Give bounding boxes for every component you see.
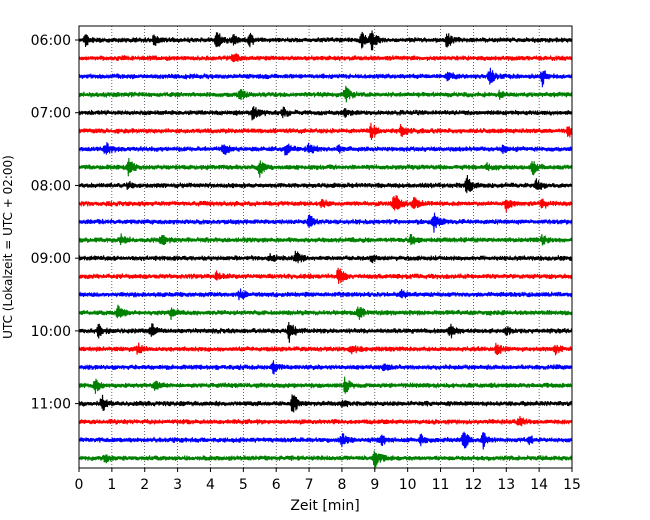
trace-1130: [78, 431, 573, 450]
y-axis-ticks: 06:00 07:00 08:00 09:00 10:00 11:00: [31, 33, 79, 413]
x-axis-ticks: 0 1 2 3 4 5 6 7 8 9 10 11 12 13 14 15: [75, 468, 581, 493]
y-tick-label: 06:00: [31, 33, 71, 49]
trace-0945: [78, 304, 573, 320]
plot-frame: [78, 25, 573, 469]
trace-1000: [78, 321, 573, 343]
x-tick-label: 13: [497, 477, 515, 493]
trace-0645: [78, 85, 573, 103]
trace-0615: [78, 53, 573, 63]
trace-0730: [78, 142, 573, 156]
trace-0715: [78, 122, 573, 141]
trace-0900: [78, 250, 573, 264]
x-tick-label: 6: [272, 477, 281, 493]
trace-0800: [78, 175, 573, 194]
x-tick-label: 8: [337, 477, 346, 493]
trace-0915: [78, 267, 573, 285]
trace-series: [78, 30, 573, 470]
trace-1100: [78, 394, 573, 413]
x-tick-label: 1: [107, 477, 116, 493]
x-tick-label: 7: [305, 477, 314, 493]
trace-0845: [78, 233, 573, 246]
x-tick-label: 15: [563, 477, 581, 493]
trace-0700: [78, 106, 573, 121]
trace-1045: [78, 376, 573, 394]
trace-1115: [78, 415, 573, 427]
x-tick-label: 3: [173, 477, 182, 493]
trace-0630: [78, 67, 573, 88]
y-axis-label: UTC (Lokalzeit = UTC + 02:00): [1, 155, 15, 339]
trace-0745: [78, 157, 573, 178]
trace-0930: [78, 288, 573, 301]
trace-1030: [78, 360, 573, 375]
y-tick-label: 07:00: [31, 106, 71, 122]
x-tick-label: 4: [206, 477, 215, 493]
y-tick-label: 10:00: [31, 324, 71, 340]
y-tick-label: 09:00: [31, 251, 71, 267]
trace-1015: [78, 342, 573, 356]
x-tick-label: 2: [140, 477, 149, 493]
x-tick-label: 10: [399, 477, 417, 493]
trace-0830: [78, 212, 573, 233]
trace-0815: [78, 195, 573, 213]
x-tick-label: 11: [432, 477, 450, 493]
x-tick-label: 9: [370, 477, 379, 493]
x-tick-label: 0: [75, 477, 84, 493]
y-tick-label: 08:00: [31, 178, 71, 194]
y-tick-label: 11:00: [31, 397, 71, 413]
trace-1145: [78, 450, 573, 470]
x-axis-label: Zeit [min]: [290, 498, 359, 514]
x-tick-label: 5: [239, 477, 248, 493]
x-tick-label: 12: [464, 477, 482, 493]
x-tick-label: 14: [530, 477, 548, 493]
trace-0600: [78, 30, 573, 51]
